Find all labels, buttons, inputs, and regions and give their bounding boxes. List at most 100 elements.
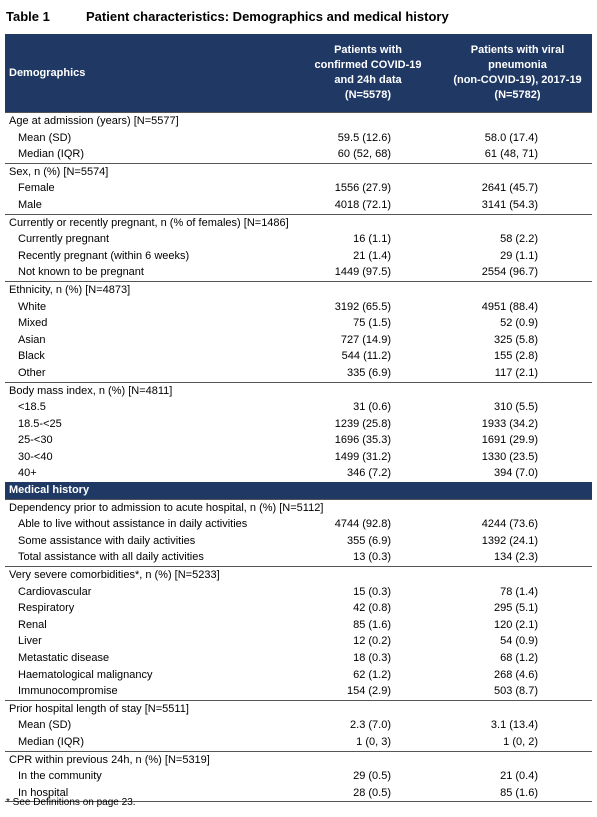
covid-value: 346 (7.2) — [346, 467, 391, 480]
covid-value: 3192 (65.5) — [334, 300, 391, 313]
pneumonia-value: 1 (0, 2) — [503, 735, 538, 748]
section-title: Prior hospital length of stay [N=5511] — [5, 699, 592, 718]
column-header: Patients with confirmed COVID-19 and 24h d… — [293, 34, 443, 113]
row-label: Female — [18, 182, 55, 195]
row-label: Respiratory — [18, 602, 75, 615]
row-label: White — [18, 300, 47, 313]
covid-value: 154 (2.9) — [346, 685, 391, 698]
covid-value: 12 (0.2) — [353, 635, 391, 648]
row-label: 30-<40 — [18, 450, 53, 463]
pneumonia-value: 2641 (45.7) — [481, 182, 538, 195]
section-row: Currently or recently pregnant, n (% of … — [5, 213, 592, 232]
row-label: Total assistance with all daily activiti… — [18, 551, 204, 564]
section-title: Very severe comorbidities*, n (%) [N=523… — [5, 566, 592, 584]
row-label: Metastatic disease — [18, 652, 110, 664]
covid-value: 1239 (25.8) — [334, 417, 391, 430]
item-row: White 3192 (65.5) 4951 (88.4) — [5, 299, 592, 316]
row-label: Cardiovascular — [18, 585, 92, 598]
covid-value: 1 (0, 3) — [356, 735, 391, 748]
pneumonia-value: 68 (1.2) — [500, 652, 538, 664]
table-label: Table 1 — [6, 9, 50, 24]
item-row: Liver 12 (0.2) 54 (0.9) — [5, 633, 592, 650]
row-label: Able to live without assistance in daily… — [18, 518, 248, 531]
covid-value: 28 (0.5) — [353, 786, 391, 799]
covid-value: 62 (1.2) — [353, 668, 391, 681]
item-row: Other 335 (6.9) 117 (2.1) — [5, 365, 592, 382]
pneumonia-value: 4244 (73.6) — [481, 518, 538, 531]
pneumonia-value: 117 (2.1) — [494, 366, 538, 379]
pneumonia-value: 58.0 (17.4) — [484, 131, 538, 144]
row-label: Some assistance with daily activities — [18, 534, 196, 547]
row-label: Not known to be pregnant — [18, 266, 144, 279]
header-line: Patients with — [334, 44, 402, 56]
header-line: Demographics — [9, 67, 86, 79]
item-row: Haematological malignancy 62 (1.2) 268 (4.… — [5, 667, 592, 684]
row-label: Male — [18, 198, 42, 211]
item-row: <18.5 31 (0.6) 310 (5.5) — [5, 399, 592, 416]
covid-value: 18 (0.3) — [353, 652, 391, 664]
covid-value: 1499 (31.2) — [334, 450, 391, 463]
section-row: CPR within previous 24h, n (%) [N=5319] — [5, 750, 592, 769]
pneumonia-value: 3141 (54.3) — [481, 198, 538, 211]
pneumonia-value: 78 (1.4) — [500, 585, 538, 598]
covid-value: 42 (0.8) — [353, 602, 391, 615]
item-row: 18.5-<25 1239 (25.8) 1933 (34.2) — [5, 416, 592, 433]
item-row: Median (IQR) 60 (52, 68) 61 (48, 71) — [5, 146, 592, 163]
section-row: Prior hospital length of stay [N=5511] — [5, 699, 592, 718]
covid-value: 15 (0.3) — [353, 585, 391, 598]
section-title: Dependency prior to admission to acute h… — [5, 498, 592, 517]
pneumonia-value: 52 (0.9) — [500, 317, 538, 330]
covid-value: 21 (1.4) — [353, 249, 391, 262]
item-row: Asian 727 (14.9) 325 (5.8) — [5, 332, 592, 349]
item-row: Immunocompromise 154 (2.9) 503 (8.7) — [5, 683, 592, 700]
section-title: CPR within previous 24h, n (%) [N=5319] — [5, 750, 592, 769]
covid-value: 29 (0.5) — [353, 770, 391, 783]
item-row: Recently pregnant (within 6 weeks) 21 (1.… — [5, 248, 592, 265]
pneumonia-value: 268 (4.6) — [493, 668, 538, 681]
pneumonia-value: 155 (2.8) — [493, 350, 538, 363]
footnote: * See Definitions on page 23. — [6, 797, 136, 808]
header-line: (N=5578) — [344, 89, 392, 101]
section-title: Sex, n (%) [N=5574] — [5, 162, 592, 181]
row-label: In hospital — [18, 786, 69, 799]
row-label: In the community — [18, 770, 102, 783]
section-title: Currently or recently pregnant, n (% of … — [5, 213, 592, 232]
covid-value: 4018 (72.1) — [334, 198, 391, 211]
band-heading: Medical history — [5, 482, 592, 500]
row-label: Asian — [18, 333, 46, 346]
pneumonia-value: 58 (2.2) — [500, 233, 538, 246]
row-label: Liver — [18, 635, 42, 648]
row-label: Black — [18, 350, 45, 363]
header-line: (N=5782) — [494, 89, 541, 101]
row-label: Recently pregnant (within 6 weeks) — [18, 249, 190, 262]
section-title: Body mass index, n (%) [N=4811] — [5, 381, 592, 400]
item-row: Total assistance with all daily activiti… — [5, 549, 592, 566]
pneumonia-value: 1330 (23.5) — [481, 450, 538, 463]
item-row: Mixed 75 (1.5) 52 (0.9) — [5, 315, 592, 332]
section-title: Ethnicity, n (%) [N=4873] — [5, 280, 592, 299]
item-row: Currently pregnant 16 (1.1) 58 (2.2) — [5, 231, 592, 248]
row-label: 18.5-<25 — [18, 417, 62, 430]
covid-value: 16 (1.1) — [353, 233, 391, 246]
item-row: In hospital 28 (0.5) 85 (1.6) — [5, 785, 592, 802]
patient-table: Demographics Patients with confirmed COVID… — [5, 34, 592, 803]
item-row: Metastatic disease 18 (0.3) 68 (1.2) — [5, 650, 592, 667]
covid-value: 727 (14.9) — [340, 333, 391, 346]
item-row: Not known to be pregnant 1449 (97.5) 2554 … — [5, 264, 592, 281]
item-row: Female 1556 (27.9) 2641 (45.7) — [5, 180, 592, 197]
covid-value: 59.5 (12.6) — [337, 131, 391, 144]
pneumonia-value: 134 (2.3) — [493, 551, 538, 564]
item-row: Mean (SD) 2.3 (7.0) 3.1 (13.4) — [5, 717, 592, 734]
header-line: (non-COVID-19), 2017-19 — [453, 74, 582, 86]
covid-value: 1449 (97.5) — [334, 266, 391, 279]
row-label: Other — [18, 366, 46, 379]
pneumonia-value: 4951 (88.4) — [481, 300, 538, 313]
pneumonia-value: 1933 (34.2) — [481, 417, 538, 430]
covid-value: 60 (52, 68) — [337, 148, 391, 161]
pneumonia-value: 3.1 (13.4) — [490, 719, 538, 732]
covid-value: 4744 (92.8) — [334, 518, 391, 531]
item-row: 25-<30 1696 (35.3) 1691 (29.9) — [5, 432, 592, 449]
section-row: Ethnicity, n (%) [N=4873] — [5, 280, 592, 299]
covid-value: 31 (0.6) — [353, 401, 391, 414]
